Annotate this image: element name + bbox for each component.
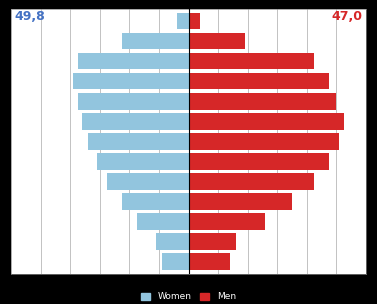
Bar — [188, 33, 245, 49]
Legend: Women, Men: Women, Men — [138, 289, 239, 304]
Bar — [188, 153, 329, 170]
Bar — [156, 233, 188, 250]
Bar — [188, 233, 236, 250]
Bar — [78, 93, 188, 109]
Bar — [82, 113, 188, 130]
Bar — [188, 213, 265, 230]
Bar — [188, 113, 343, 130]
Bar — [188, 93, 336, 109]
Bar — [162, 253, 188, 270]
Bar — [88, 133, 188, 150]
Bar — [188, 13, 200, 29]
Bar — [73, 73, 188, 89]
Bar — [122, 193, 188, 210]
Bar — [188, 133, 339, 150]
Bar — [122, 33, 188, 49]
Bar — [188, 193, 292, 210]
Text: 49,8: 49,8 — [14, 10, 45, 23]
Bar — [107, 173, 188, 190]
Bar — [188, 173, 314, 190]
Bar — [188, 53, 314, 69]
Bar — [97, 153, 188, 170]
Bar — [137, 213, 188, 230]
Bar — [177, 13, 188, 29]
Bar — [188, 73, 329, 89]
Text: 47,0: 47,0 — [332, 10, 363, 23]
Bar — [78, 53, 188, 69]
Bar — [188, 253, 230, 270]
